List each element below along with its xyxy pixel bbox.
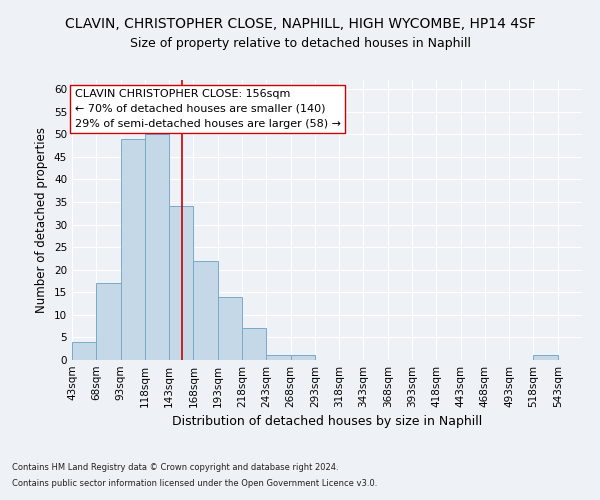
- Bar: [96, 283, 121, 360]
- Bar: [145, 134, 169, 360]
- Text: Contains public sector information licensed under the Open Government Licence v3: Contains public sector information licen…: [12, 478, 377, 488]
- Text: CLAVIN CHRISTOPHER CLOSE: 156sqm
← 70% of detached houses are smaller (140)
29% : CLAVIN CHRISTOPHER CLOSE: 156sqm ← 70% o…: [75, 89, 341, 128]
- Bar: [121, 138, 145, 360]
- Y-axis label: Number of detached properties: Number of detached properties: [35, 127, 49, 313]
- X-axis label: Distribution of detached houses by size in Naphill: Distribution of detached houses by size …: [172, 416, 482, 428]
- Text: Size of property relative to detached houses in Naphill: Size of property relative to detached ho…: [130, 38, 470, 51]
- Bar: [290, 356, 315, 360]
- Text: Contains HM Land Registry data © Crown copyright and database right 2024.: Contains HM Land Registry data © Crown c…: [12, 464, 338, 472]
- Bar: [72, 342, 96, 360]
- Bar: [218, 297, 242, 360]
- Bar: [242, 328, 266, 360]
- Bar: [169, 206, 193, 360]
- Bar: [533, 356, 558, 360]
- Bar: [266, 356, 290, 360]
- Bar: [193, 260, 218, 360]
- Text: CLAVIN, CHRISTOPHER CLOSE, NAPHILL, HIGH WYCOMBE, HP14 4SF: CLAVIN, CHRISTOPHER CLOSE, NAPHILL, HIGH…: [65, 18, 535, 32]
